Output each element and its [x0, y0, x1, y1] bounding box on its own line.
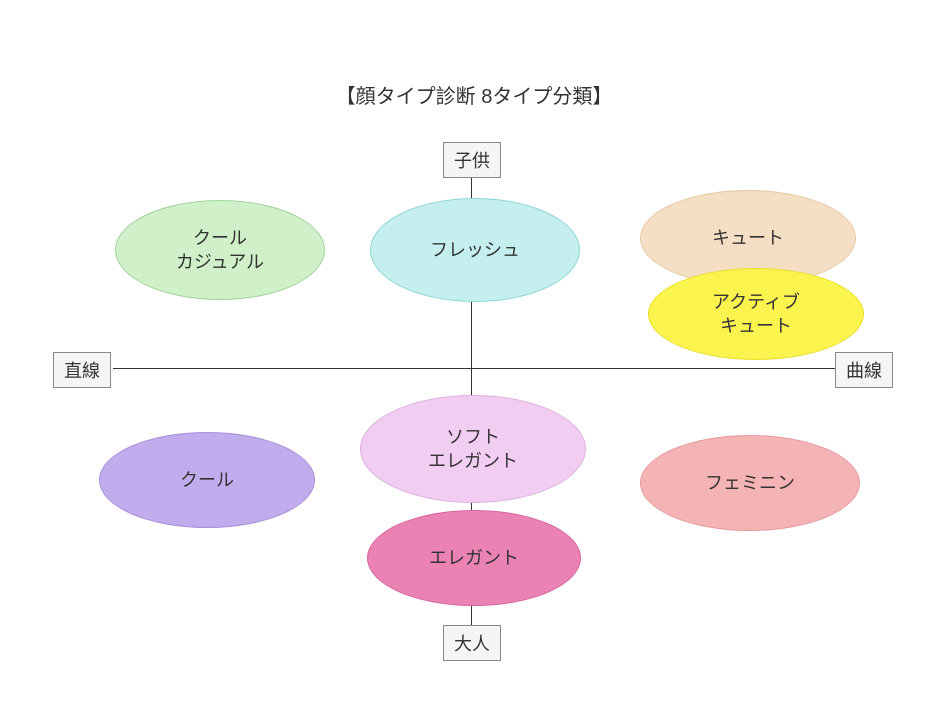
axis-label-right: 曲線 [835, 352, 893, 388]
node-feminine: フェミニン [640, 435, 860, 531]
node-cool: クール [99, 432, 315, 528]
node-label: エレガント [429, 546, 519, 570]
node-label: ソフトエレガント [428, 425, 518, 474]
node-label: キュート [712, 226, 784, 250]
node-label: クールカジュアル [176, 226, 264, 275]
node-label: フレッシュ [430, 238, 520, 262]
axis-label-left: 直線 [53, 352, 111, 388]
node-soft-elegant: ソフトエレガント [360, 395, 586, 503]
node-label: フェミニン [705, 471, 795, 495]
node-label: アクティブキュート [712, 290, 800, 339]
node-elegant: エレガント [367, 510, 581, 606]
node-cool-casual: クールカジュアル [115, 200, 325, 300]
diagram-title: 【顔タイプ診断 8タイプ分類】 [336, 80, 613, 109]
node-label: クール [180, 468, 234, 492]
node-fresh: フレッシュ [370, 198, 580, 302]
node-active-cute: アクティブキュート [648, 268, 864, 360]
axis-label-bottom: 大人 [443, 625, 501, 661]
axis-line-horizontal [113, 368, 835, 369]
axis-label-top: 子供 [443, 142, 501, 178]
